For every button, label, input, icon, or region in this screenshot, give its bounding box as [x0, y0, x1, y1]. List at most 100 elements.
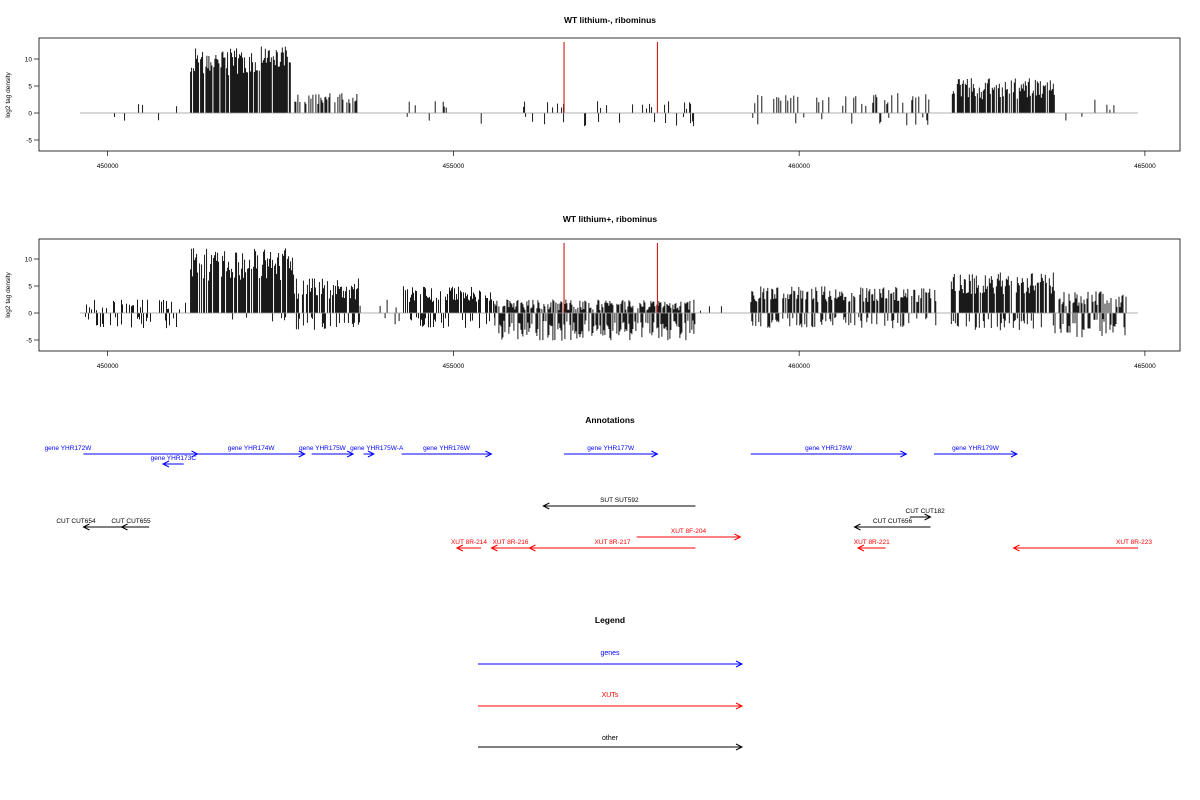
- y-axis-label: log2 tag density: [5, 71, 12, 117]
- legend-label: genes: [600, 650, 620, 657]
- x-tick-label: 455000: [443, 163, 465, 170]
- feature-arrow-head: [120, 523, 128, 531]
- plot-frame: [38, 37, 1181, 152]
- feature-arrow-head: [924, 513, 932, 521]
- feature-label: gene YHR175W: [299, 445, 347, 452]
- feature-arrow-head: [485, 450, 493, 458]
- feature-arrow-head: [161, 460, 170, 468]
- y-tick-label: 10: [25, 57, 33, 64]
- annotation-feature: CUT CUT182: [906, 508, 946, 521]
- legend-arrow-head: [735, 702, 744, 710]
- annotation-feature: XUT 8R-223: [1012, 539, 1152, 552]
- feature-label: CUT CUT656: [873, 518, 913, 525]
- annotation-feature: gene YHR178W: [750, 445, 908, 458]
- feature-arrow-head: [490, 544, 498, 552]
- legend-item-xuts: XUTs: [478, 692, 744, 710]
- feature-arrow-head: [346, 450, 355, 458]
- track-panel-lithium-minus: WT lithium-, ribominus log2 tag density …: [5, 15, 1181, 170]
- x-tick-label: 450000: [97, 163, 119, 170]
- bar-series: [114, 42, 1115, 127]
- y-tick-label: -5: [26, 138, 32, 145]
- feature-arrow-head: [298, 450, 306, 458]
- axes: -5 0 5 10 450000 455000 460000 465000: [25, 238, 1181, 370]
- annotation-feature: CUT CUT655: [111, 518, 151, 531]
- feature-arrow-head: [651, 450, 659, 458]
- x-tick-label: 465000: [1134, 363, 1156, 370]
- tag-density-bars: [114, 46, 1115, 127]
- feature-arrow-head: [856, 544, 865, 552]
- feature-arrow-head: [853, 523, 861, 531]
- feature-arrow-head: [900, 450, 908, 458]
- annotations-title: Annotations: [585, 415, 635, 425]
- feature-arrow-head: [367, 450, 376, 458]
- annotation-feature: XUT 8R-217: [528, 539, 696, 552]
- feature-label: gene YHR178W: [805, 445, 853, 452]
- annotation-feature: SUT SUT592: [542, 497, 696, 510]
- feature-label: XUT 8R-216: [492, 539, 528, 546]
- feature-label: SUT SUT592: [600, 497, 639, 504]
- feature-arrow-head: [1012, 544, 1020, 552]
- feature-label: gene YHR174W: [228, 445, 276, 452]
- y-tick-label: 10: [25, 257, 33, 264]
- feature-label: gene YHR176W: [423, 445, 471, 452]
- annotation-feature: gene YHR176W: [401, 445, 493, 458]
- x-tick-label: 460000: [788, 363, 810, 370]
- annotation-feature: gene YHR173C: [151, 455, 197, 468]
- feature-label: gene YHR175W-A: [350, 445, 404, 452]
- annotation-feature: XUT 8R-221: [854, 539, 890, 552]
- feature-label: gene YHR179W: [952, 445, 1000, 452]
- annotation-feature: CUT CUT656: [853, 518, 931, 531]
- panel-title: WT lithium+, ribominus: [563, 214, 657, 224]
- x-tick-label: 450000: [97, 363, 119, 370]
- feature-arrow-head: [82, 523, 90, 531]
- legend-label: other: [602, 735, 619, 742]
- bar-series: [85, 243, 1127, 341]
- feature-label: XUT 8R-221: [854, 539, 890, 546]
- feature-arrow-head: [542, 502, 550, 510]
- annotation-feature: gene YHR177W: [564, 445, 659, 458]
- y-tick-label: 5: [28, 84, 32, 91]
- feature-arrow-head: [1010, 450, 1019, 458]
- feature-label: gene YHR177W: [587, 445, 635, 452]
- annotation-feature: XUT 8R-216: [490, 539, 530, 552]
- annotation-feature: gene YHR179W: [934, 445, 1019, 458]
- axes: -5 0 5 10 450000 455000 460000 465000: [25, 37, 1181, 170]
- y-tick-label: 0: [28, 311, 32, 318]
- feature-label: CUT CUT654: [56, 518, 96, 525]
- y-tick-label: 0: [28, 111, 32, 118]
- x-tick-label: 460000: [788, 163, 810, 170]
- y-tick-label: -5: [26, 338, 32, 345]
- feature-label: XUT 8R-217: [594, 539, 630, 546]
- feature-label: XUT 8F-204: [671, 528, 707, 535]
- feature-label: XUT 8R-214: [451, 539, 487, 546]
- legend-arrow-head: [735, 743, 744, 751]
- y-axis-label: log2 tag density: [5, 271, 12, 317]
- annotation-features: gene YHR172W gene YHR173C gene YHR174W gene…: [45, 445, 1152, 552]
- annotation-feature: gene YHR175W-A: [350, 445, 404, 458]
- x-tick-label: 465000: [1134, 163, 1156, 170]
- feature-label: CUT CUT182: [906, 508, 946, 515]
- feature-label: XUT 8R-223: [1116, 539, 1152, 546]
- feature-arrow-head: [528, 544, 536, 552]
- annotation-feature: XUT 8R-214: [451, 539, 487, 552]
- panel-title: WT lithium-, ribominus: [564, 15, 656, 25]
- annotation-feature: gene YHR175W: [299, 445, 355, 458]
- tag-density-bars: [85, 248, 1127, 341]
- legend: Legend genes XUTs other: [478, 615, 744, 751]
- legend-arrow-head: [735, 660, 744, 668]
- legend-item-other: other: [478, 735, 744, 751]
- legend-label: XUTs: [602, 692, 619, 699]
- feature-label: gene YHR172W: [45, 445, 93, 452]
- x-tick-label: 455000: [443, 363, 465, 370]
- feature-arrow-head: [455, 544, 464, 552]
- feature-label: CUT CUT655: [111, 518, 151, 525]
- plot-frame: [38, 238, 1181, 352]
- annotation-feature: XUT 8F-204: [636, 528, 742, 541]
- legend-title: Legend: [595, 615, 625, 625]
- feature-arrow-head: [734, 533, 742, 541]
- track-panel-lithium-plus: WT lithium+, ribominus log2 tag density …: [5, 214, 1181, 370]
- feature-label: gene YHR173C: [151, 455, 197, 462]
- y-tick-label: 5: [28, 284, 32, 291]
